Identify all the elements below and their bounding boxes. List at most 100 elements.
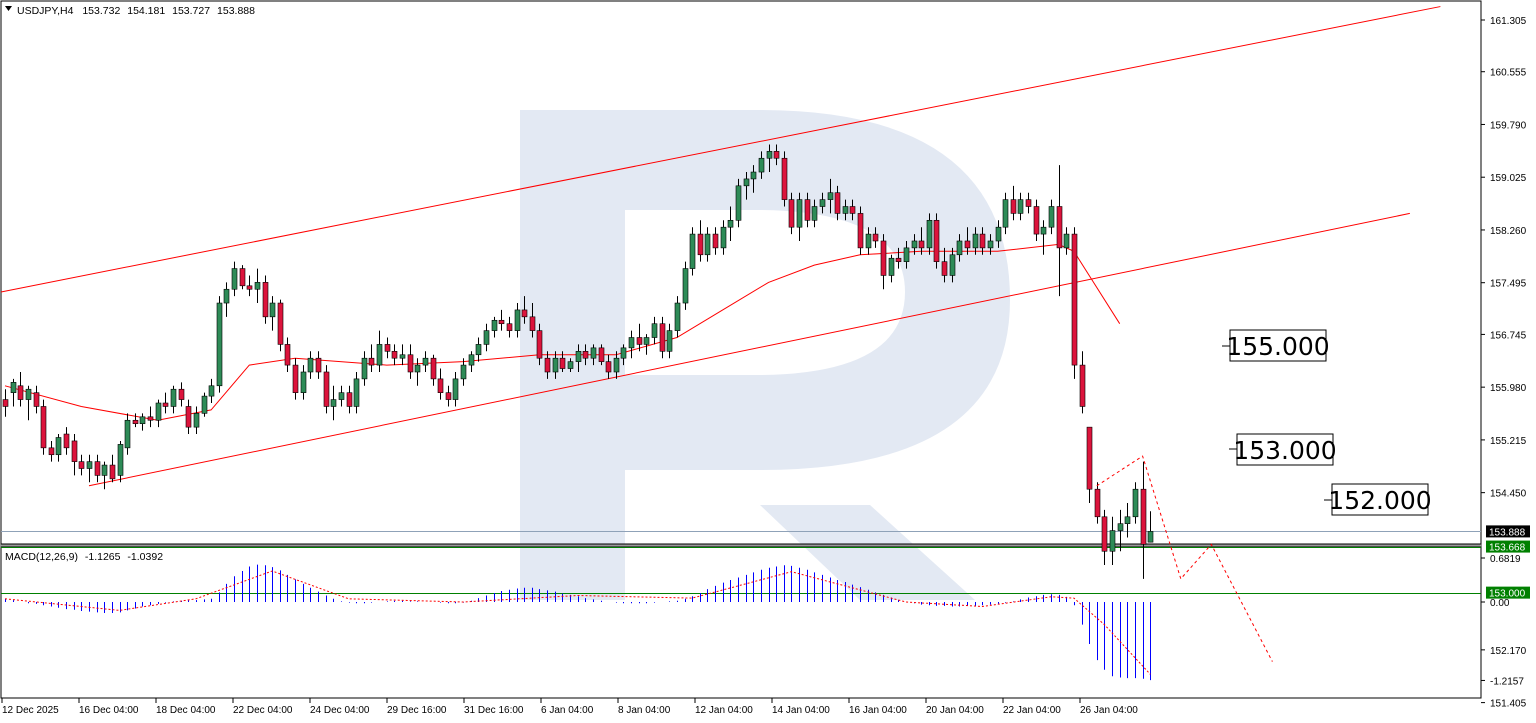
candle[interactable] (437, 368, 444, 400)
candle[interactable] (307, 351, 314, 379)
candle[interactable] (750, 165, 757, 193)
candle[interactable] (361, 351, 368, 386)
candle[interactable] (895, 247, 902, 269)
candle[interactable] (239, 265, 246, 290)
candle[interactable] (1094, 482, 1101, 524)
candle[interactable] (643, 334, 650, 355)
candle[interactable] (529, 303, 536, 338)
candle[interactable] (284, 337, 291, 372)
candle[interactable] (506, 316, 513, 338)
forecast-path[interactable] (1096, 455, 1273, 662)
candle[interactable] (399, 344, 406, 366)
candle[interactable] (628, 330, 635, 359)
candle[interactable] (124, 413, 131, 455)
candle[interactable] (933, 213, 940, 269)
candle[interactable] (979, 227, 986, 255)
candle[interactable] (368, 344, 375, 372)
candle[interactable] (1086, 426, 1093, 503)
candle[interactable] (964, 227, 971, 255)
candle[interactable] (1147, 511, 1154, 543)
candle[interactable] (605, 354, 612, 379)
candle[interactable] (1056, 165, 1063, 297)
candle[interactable] (857, 206, 864, 255)
candle[interactable] (132, 413, 139, 428)
candle[interactable] (743, 172, 750, 200)
triangle-down-icon[interactable] (5, 6, 12, 11)
candle[interactable] (788, 192, 795, 235)
candle[interactable] (620, 344, 627, 366)
candle[interactable] (2, 389, 9, 417)
candle[interactable] (300, 365, 307, 400)
candle[interactable] (575, 344, 582, 372)
candle[interactable] (659, 316, 666, 359)
candle[interactable] (903, 240, 910, 269)
candle[interactable] (460, 358, 467, 386)
candle[interactable] (445, 385, 452, 407)
candle[interactable] (567, 358, 574, 372)
candle[interactable] (842, 199, 849, 221)
support-upper-tag[interactable]: 153.668 (1486, 540, 1530, 554)
macd-signal-line[interactable] (4, 570, 1151, 675)
current-price-tag[interactable]: 153.888 (1486, 525, 1530, 538)
candle[interactable] (323, 365, 330, 414)
candle[interactable] (17, 371, 24, 407)
candle[interactable] (185, 399, 192, 435)
candle[interactable] (55, 434, 62, 462)
candle[interactable] (819, 192, 826, 214)
candle[interactable] (25, 385, 32, 421)
candle[interactable] (1079, 351, 1086, 414)
candle[interactable] (956, 234, 963, 262)
candle[interactable] (376, 330, 383, 372)
candle[interactable] (758, 151, 765, 179)
candle[interactable] (101, 461, 108, 490)
candle[interactable] (1132, 482, 1139, 524)
candle[interactable] (216, 296, 223, 393)
candle[interactable] (972, 227, 979, 255)
candle[interactable] (590, 344, 597, 366)
candle[interactable] (918, 227, 925, 255)
candle[interactable] (391, 344, 398, 366)
candle[interactable] (613, 351, 620, 379)
candle[interactable] (277, 299, 284, 352)
candle[interactable] (766, 144, 773, 173)
moving-average-line[interactable] (4, 243, 1121, 421)
candle[interactable] (727, 206, 734, 241)
candle[interactable] (353, 371, 360, 414)
candle[interactable] (330, 385, 337, 421)
candle[interactable] (704, 227, 711, 262)
candle[interactable] (170, 385, 177, 414)
candle[interactable] (1140, 461, 1147, 579)
candle[interactable] (201, 392, 208, 417)
candle[interactable] (422, 351, 429, 372)
candle[interactable] (544, 351, 551, 379)
candle[interactable] (811, 199, 818, 228)
candle[interactable] (246, 275, 253, 297)
candle[interactable] (78, 454, 85, 476)
candle[interactable] (384, 337, 391, 359)
candle[interactable] (804, 192, 811, 228)
candle[interactable] (796, 192, 803, 241)
candle[interactable] (483, 323, 490, 352)
candle[interactable] (720, 220, 727, 255)
candle[interactable] (63, 427, 70, 455)
candle[interactable] (1010, 185, 1017, 221)
candle[interactable] (262, 275, 269, 324)
candle[interactable] (1063, 227, 1070, 255)
candle[interactable] (147, 406, 154, 428)
channel-lower-line[interactable] (88, 212, 1410, 487)
candle[interactable] (452, 371, 459, 407)
candle[interactable] (827, 178, 834, 214)
candle[interactable] (491, 316, 498, 338)
candle[interactable] (1048, 199, 1055, 235)
candle[interactable] (414, 358, 421, 386)
candle[interactable] (674, 296, 681, 338)
candle[interactable] (1002, 192, 1009, 235)
candle[interactable] (269, 296, 276, 331)
candle[interactable] (552, 351, 559, 379)
candle[interactable] (697, 220, 704, 262)
candle[interactable] (338, 385, 345, 407)
candle[interactable] (1071, 227, 1078, 379)
candle[interactable] (71, 434, 78, 476)
candle[interactable] (888, 254, 895, 283)
